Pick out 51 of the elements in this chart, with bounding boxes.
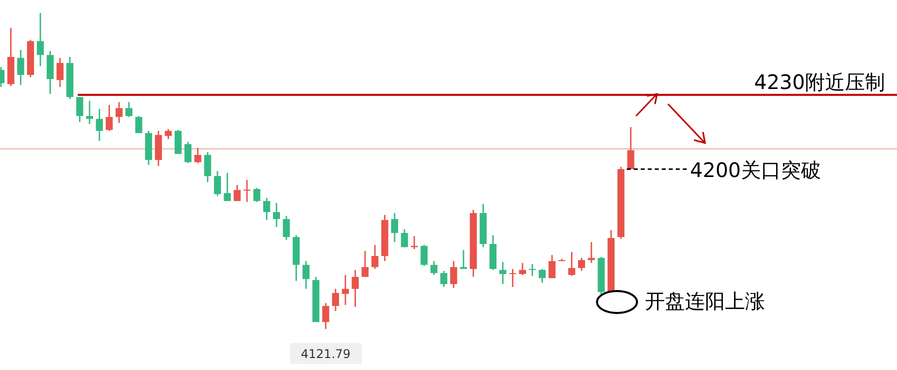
candlestick xyxy=(538,268,546,284)
candlestick xyxy=(548,254,556,279)
candlestick xyxy=(106,104,113,132)
candlestick xyxy=(135,115,142,134)
candlestick xyxy=(588,241,595,264)
candlestick xyxy=(440,270,448,288)
candlestick xyxy=(460,249,467,270)
candlestick xyxy=(244,179,250,203)
candlestick xyxy=(164,128,172,140)
text: 开盘连阳上涨 xyxy=(645,289,765,313)
candlestick xyxy=(125,101,132,118)
candlestick xyxy=(273,202,280,228)
candlestick xyxy=(568,251,576,277)
candlestick xyxy=(194,147,202,164)
candlestick xyxy=(302,260,310,290)
ref-line-label: 4230附近压制 xyxy=(754,70,885,94)
candlestick xyxy=(352,269,359,308)
candlestick xyxy=(282,215,290,241)
candlestick xyxy=(509,268,516,288)
candlestick xyxy=(116,101,123,124)
candlestick xyxy=(184,141,192,164)
candlestick xyxy=(214,170,221,197)
candlestick xyxy=(76,96,84,123)
candlestick xyxy=(362,250,369,278)
candlestick xyxy=(224,172,231,202)
candlestick xyxy=(174,129,182,155)
candlestick xyxy=(56,57,64,88)
annotation: 4121.79 xyxy=(300,347,351,361)
candlestick xyxy=(322,302,330,330)
candlestick xyxy=(234,184,241,202)
candlestick xyxy=(400,228,408,248)
candlestick xyxy=(450,260,458,289)
candlestick xyxy=(420,244,428,267)
candlestick xyxy=(253,187,260,203)
candlestick xyxy=(96,108,103,142)
candlestick xyxy=(371,244,378,270)
candlestick xyxy=(332,288,340,312)
candlestick xyxy=(528,263,536,277)
candlestick xyxy=(391,212,398,243)
candlestick xyxy=(86,100,94,125)
candlestick xyxy=(519,262,526,276)
candlestick xyxy=(499,261,506,285)
candlestick xyxy=(36,12,44,67)
candlestick xyxy=(430,260,438,276)
candlestick xyxy=(578,257,586,272)
candlestick xyxy=(342,274,349,306)
candlestick xyxy=(627,126,634,170)
candlestick xyxy=(17,49,24,86)
candlestick xyxy=(204,151,212,183)
candlestick xyxy=(263,197,270,221)
text: 4200关口突破 xyxy=(690,158,821,182)
